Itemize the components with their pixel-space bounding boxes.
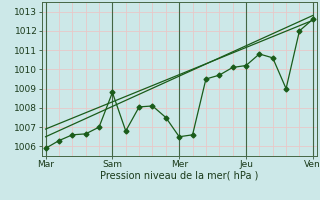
X-axis label: Pression niveau de la mer( hPa ): Pression niveau de la mer( hPa )	[100, 171, 258, 181]
